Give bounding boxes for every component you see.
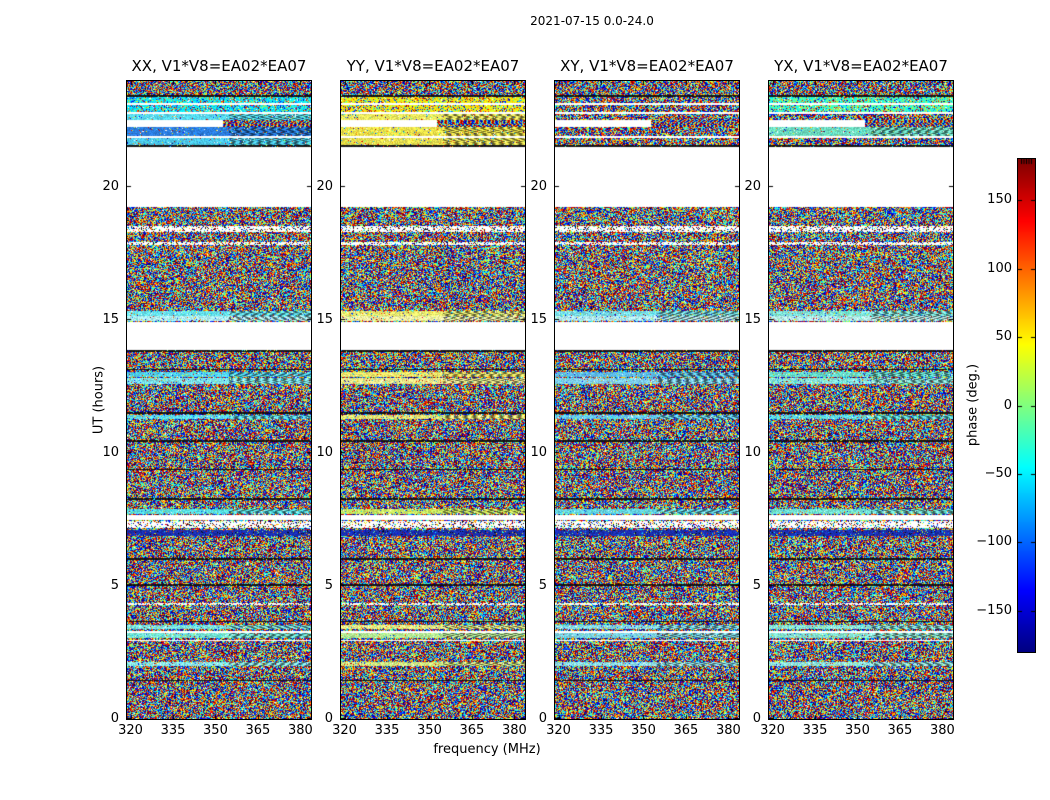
heatmap-canvas-yx [769, 81, 953, 719]
x-tick-label: 365 [245, 723, 271, 738]
x-tick-label: 335 [160, 723, 186, 738]
figure-title: 2021-07-15 0.0-24.0 [530, 14, 654, 28]
x-tick-label: 380 [287, 723, 313, 738]
panel-title-xx: XX, V1*V8=EA02*EA07 [131, 57, 307, 75]
x-tick-label: 350 [631, 723, 656, 738]
colorbar [1017, 158, 1036, 653]
x-tick-label: 350 [417, 723, 442, 738]
x-tick-label: 335 [802, 723, 828, 738]
heatmap-panel-xy [554, 80, 740, 720]
colorbar-tick-label: −150 [976, 602, 1012, 618]
x-tick-label: 350 [845, 723, 870, 738]
x-tick-label: 380 [929, 723, 955, 738]
heatmap-panel-yx [768, 80, 954, 720]
x-tick-label: 320 [760, 723, 785, 738]
colorbar-tick-label: −100 [976, 534, 1012, 550]
x-tick-label: 380 [715, 723, 741, 738]
panel-title-yx: YX, V1*V8=EA02*EA07 [774, 57, 948, 75]
heatmap-canvas-xy [555, 81, 739, 719]
colorbar-tick-label: 150 [987, 192, 1012, 208]
x-tick-label: 365 [673, 723, 699, 738]
y-tick-label: 10 [102, 445, 119, 461]
x-tick-label: 320 [546, 723, 571, 738]
y-tick-label: 5 [110, 578, 119, 594]
colorbar-tick-label: −50 [984, 465, 1012, 481]
colorbar-tick-label: 100 [987, 260, 1012, 276]
panel-title-xy: XY, V1*V8=EA02*EA07 [560, 57, 734, 75]
heatmap-canvas-yy [341, 81, 525, 719]
heatmap-panel-yy [340, 80, 526, 720]
colorbar-label: phase (deg.) [965, 363, 981, 447]
colorbar-tick-label: 50 [995, 329, 1012, 345]
y-tick-label: 15 [102, 312, 119, 328]
x-tick-label: 335 [374, 723, 400, 738]
colorbar-canvas [1018, 159, 1035, 652]
x-tick-label: 320 [118, 723, 143, 738]
x-tick-label: 350 [203, 723, 228, 738]
y-tick-label: 20 [102, 179, 119, 195]
x-tick-label: 320 [332, 723, 357, 738]
x-tick-label: 335 [588, 723, 614, 738]
x-tick-label: 365 [459, 723, 485, 738]
y-axis-label: UT (hours) [91, 365, 107, 435]
heatmap-canvas-xx [127, 81, 311, 719]
panel-title-yy: YY, V1*V8=EA02*EA07 [346, 57, 520, 75]
x-tick-label: 365 [887, 723, 913, 738]
y-tick-label: 0 [110, 711, 119, 726]
x-axis-label: frequency (MHz) [433, 742, 541, 757]
heatmap-panel-xx [126, 80, 312, 720]
x-tick-label: 380 [501, 723, 527, 738]
